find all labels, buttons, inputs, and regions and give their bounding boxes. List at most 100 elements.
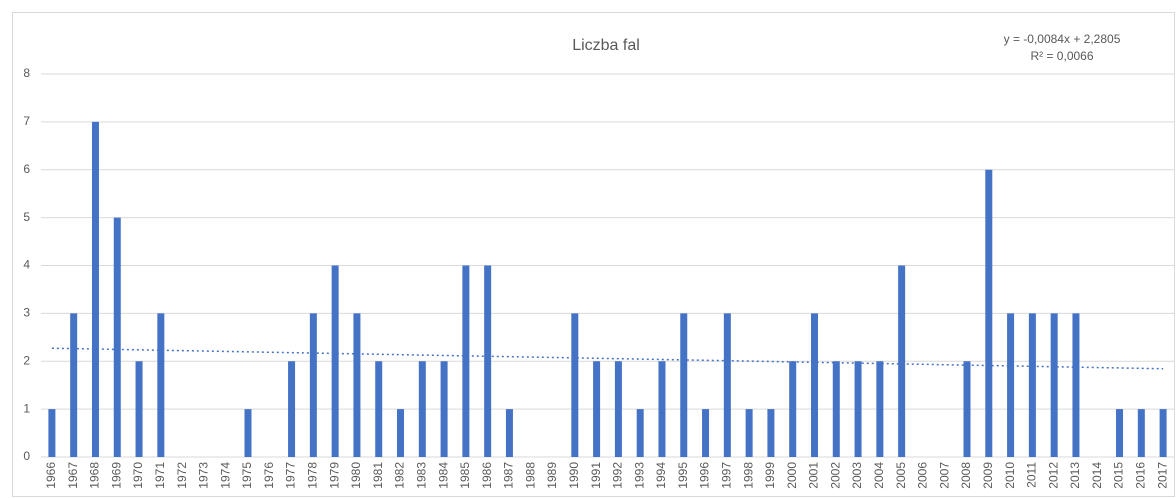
x-tick-label: 1977 (284, 462, 298, 489)
x-tick-label: 1991 (589, 462, 603, 489)
x-tick-label: 1969 (109, 462, 123, 489)
x-tick-label: 1999 (763, 462, 777, 489)
bar (614, 361, 622, 457)
bar (1159, 409, 1167, 457)
x-tick-label: 2003 (850, 462, 864, 489)
x-tick-label: 1996 (698, 462, 712, 489)
x-tick-label: 1982 (393, 462, 407, 489)
x-tick-label: 2016 (1133, 462, 1147, 489)
x-tick-label: 1974 (218, 462, 232, 489)
bar (593, 361, 601, 457)
x-tick-label: 1979 (327, 462, 341, 489)
x-tick-label: 1966 (44, 462, 58, 489)
x-tick-label: 2007 (937, 462, 951, 489)
bar (462, 265, 470, 457)
x-tick-label: 1994 (654, 462, 668, 489)
x-tick-label: 2012 (1046, 462, 1060, 489)
bar (1116, 409, 1124, 457)
bar (309, 313, 317, 457)
x-tick-label: 2008 (959, 462, 973, 489)
bar (745, 409, 753, 457)
x-tick-label: 1989 (545, 462, 559, 489)
bar (723, 313, 731, 457)
y-tick-label: 4 (23, 258, 30, 272)
x-tick-label: 1972 (175, 462, 189, 489)
x-tick-label: 2010 (1003, 462, 1017, 489)
bar (767, 409, 775, 457)
bar (157, 313, 165, 457)
bar (876, 361, 884, 457)
x-tick-label: 1970 (131, 462, 145, 489)
x-tick-label: 2015 (1112, 462, 1126, 489)
y-tick-label: 1 (23, 401, 30, 415)
x-tick-label: 1976 (262, 462, 276, 489)
bar (810, 313, 818, 457)
x-tick-label: 2009 (981, 462, 995, 489)
x-tick-label: 1990 (567, 462, 581, 489)
bar (963, 361, 971, 457)
bar (680, 313, 688, 457)
x-tick-label: 2001 (807, 462, 821, 489)
bar (440, 361, 448, 457)
bar (91, 121, 99, 457)
x-tick-label: 1973 (197, 462, 211, 489)
trend-line (51, 347, 1164, 370)
x-tick-label: 2004 (872, 462, 886, 489)
x-tick-label: 1997 (720, 462, 734, 489)
x-tick-label: 1967 (66, 462, 80, 489)
bar (898, 265, 906, 457)
x-tick-label: 1988 (523, 462, 537, 489)
bar (418, 361, 426, 457)
bar (1007, 313, 1015, 457)
x-tick-label: 1992 (611, 462, 625, 489)
x-tick-label: 2000 (785, 462, 799, 489)
bar (48, 409, 56, 457)
bar (331, 265, 339, 457)
y-tick-label: 2 (23, 353, 30, 367)
x-tick-label: 1983 (414, 462, 428, 489)
x-tick-label: 2014 (1090, 462, 1104, 489)
bar (397, 409, 405, 457)
x-tick-label: 1980 (349, 462, 363, 489)
x-tick-label: 2006 (916, 462, 930, 489)
bar (113, 217, 121, 457)
x-tick-label: 1987 (502, 462, 516, 489)
bar (353, 313, 361, 457)
bar (985, 169, 993, 457)
bar (505, 409, 513, 457)
bar (832, 361, 840, 457)
x-tick-label: 2005 (894, 462, 908, 489)
chart-title: Liczba fal (572, 37, 640, 54)
x-tick-label: 2002 (828, 462, 842, 489)
bar (658, 361, 666, 457)
x-tick-label: 1984 (436, 462, 450, 489)
bar (70, 313, 78, 457)
y-tick-label: 6 (23, 162, 30, 176)
trend-r-squared: R² = 0,0066 (1030, 49, 1093, 63)
x-tick-label: 1998 (741, 462, 755, 489)
bar (375, 361, 383, 457)
y-tick-label: 0 (23, 449, 30, 463)
bar (571, 313, 579, 457)
x-tick-label: 1975 (240, 462, 254, 489)
y-tick-label: 5 (23, 210, 30, 224)
x-tick-label: 2017 (1155, 462, 1169, 489)
bar (854, 361, 862, 457)
bar (484, 265, 492, 457)
x-tick-label: 1981 (371, 462, 385, 489)
y-tick-label: 7 (23, 114, 30, 128)
bar (636, 409, 644, 457)
x-tick-label: 1971 (153, 462, 167, 489)
x-tick-label: 1978 (306, 462, 320, 489)
x-tick-label: 1993 (632, 462, 646, 489)
x-tick-label: 2011 (1025, 462, 1039, 488)
bar (789, 361, 797, 457)
y-tick-label: 3 (23, 306, 30, 320)
x-tick-label: 2013 (1068, 462, 1082, 489)
x-tick-label: 1995 (676, 462, 690, 489)
bar (1050, 313, 1058, 457)
bar (288, 361, 296, 457)
bar (1072, 313, 1080, 457)
bar (1137, 409, 1145, 457)
